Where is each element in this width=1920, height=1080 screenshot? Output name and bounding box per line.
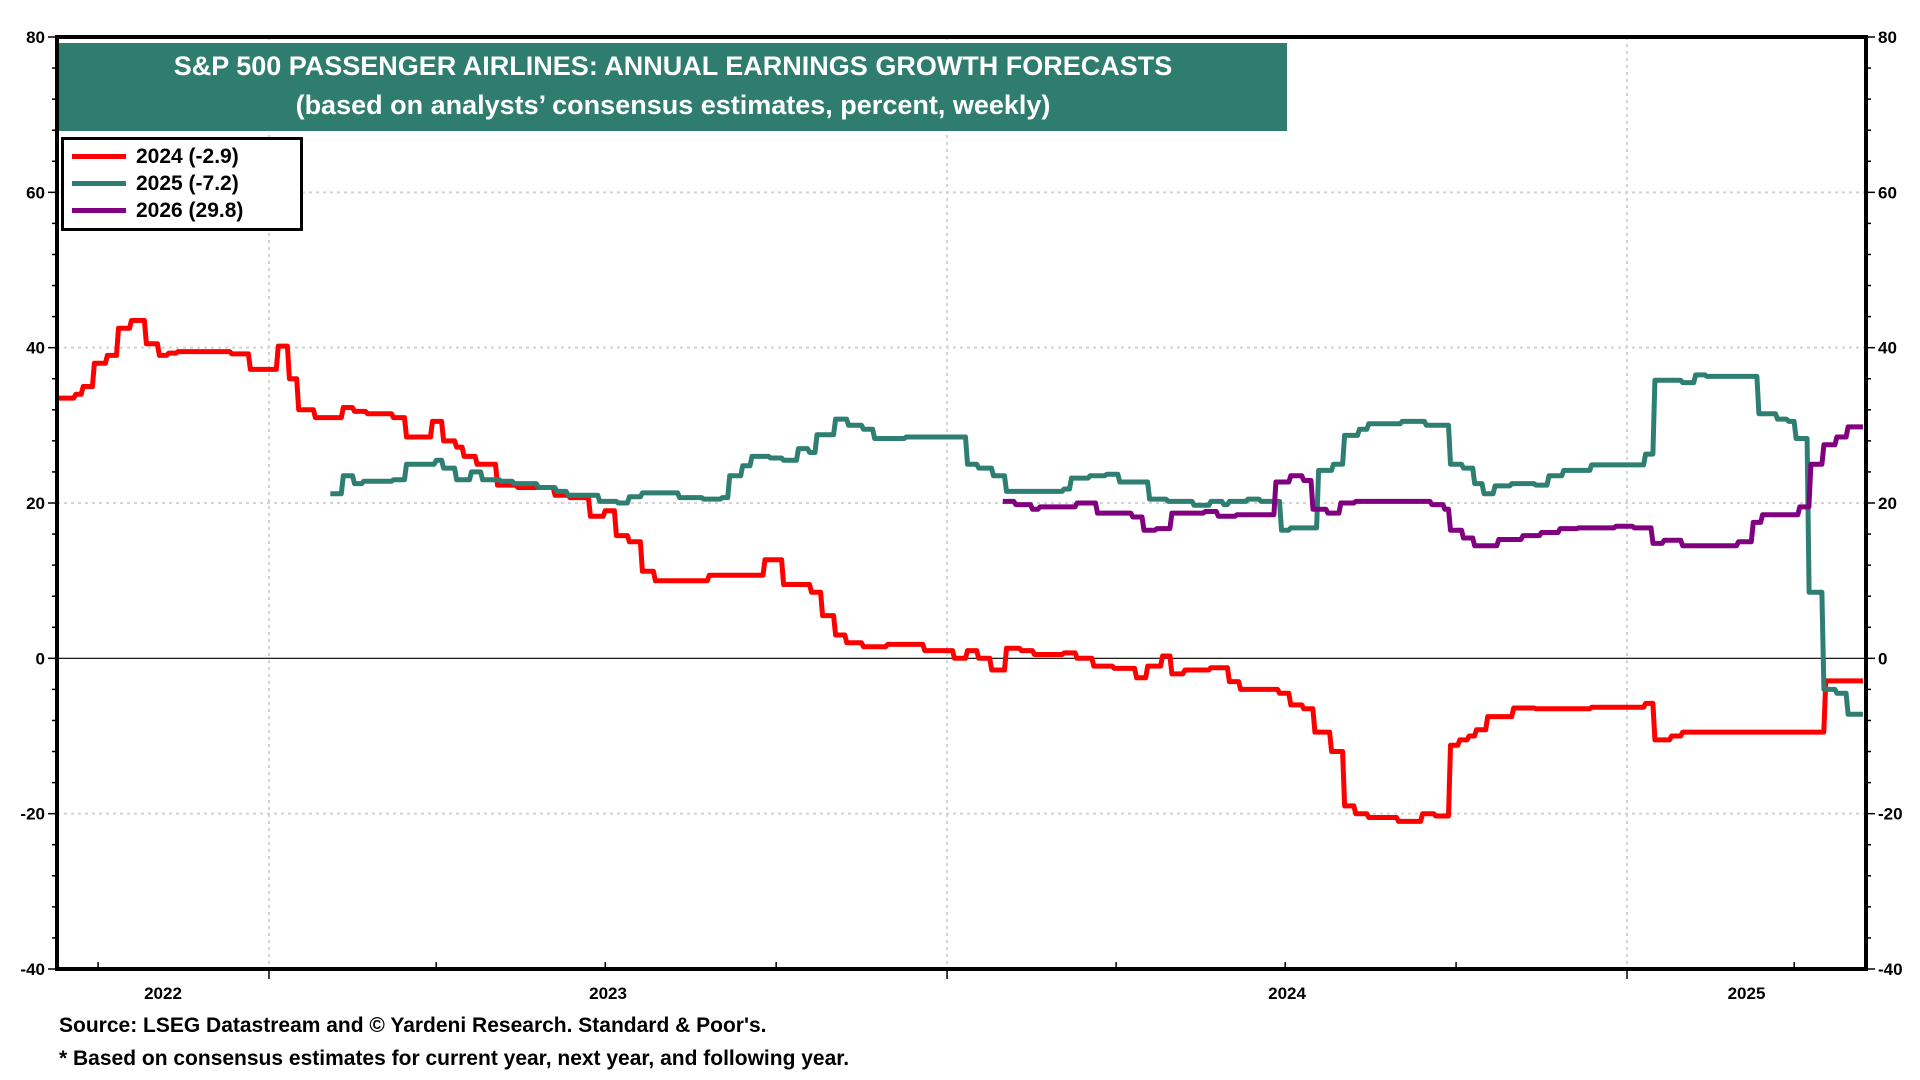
series-lines [55, 318, 1864, 824]
y-tick-label-left: 20 [26, 494, 45, 513]
y-tick-label-left: 80 [26, 28, 45, 47]
legend-swatch [72, 208, 126, 213]
y-tick-label-right: 80 [1878, 28, 1897, 47]
chart-subtitle: (based on analysts’ consensus estimates,… [295, 90, 1051, 120]
x-tick-label: 2025 [1728, 984, 1766, 1003]
legend-item-2024: 2024 (-2.9) [72, 143, 300, 170]
y-tick-label-right: 40 [1878, 339, 1897, 358]
gridlines [57, 37, 1866, 969]
y-tick-label-left: 40 [26, 339, 45, 358]
y-tick-label-right: -20 [1878, 805, 1903, 824]
y-tick-label-left: -40 [20, 960, 45, 979]
y-tick-label-right: -40 [1878, 960, 1903, 979]
legend-item-2025: 2025 (-7.2) [72, 170, 300, 197]
x-tick-label: 2023 [589, 984, 627, 1003]
legend-label: 2024 (-2.9) [136, 144, 239, 168]
x-tick-label: 2022 [144, 984, 182, 1003]
legend-item-2026: 2026 (29.8) [72, 197, 300, 224]
y-tick-label-right: 0 [1878, 649, 1887, 668]
series-line-1 [55, 318, 1864, 824]
y-tick-label-left: 0 [36, 649, 45, 668]
legend-label: 2026 (29.8) [136, 198, 244, 222]
chart-title-box: S&P 500 PASSENGER AIRLINES: ANNUAL EARNI… [59, 43, 1287, 131]
legend-swatch [72, 154, 126, 159]
y-tick-label-left: 60 [26, 183, 45, 202]
y-tick-label-right: 60 [1878, 183, 1897, 202]
y-tick-label-left: -20 [20, 805, 45, 824]
footnote: * Based on consensus estimates for curre… [59, 1047, 850, 1070]
series-line-3 [1002, 424, 1864, 549]
x-tick-label: 2024 [1268, 984, 1306, 1003]
chart-title: S&P 500 PASSENGER AIRLINES: ANNUAL EARNI… [173, 51, 1173, 81]
legend-label: 2025 (-7.2) [136, 171, 239, 195]
y-tick-label-right: 20 [1878, 494, 1897, 513]
legend: 2024 (-2.9) 2025 (-7.2) 2026 (29.8) [61, 137, 303, 231]
source-note: Source: LSEG Datastream and © Yardeni Re… [59, 1014, 767, 1037]
axes: -40 -40 -20 -20 0 0 20 20 40 40 60 60 80 80 2022 2023 20… [20, 28, 1902, 1003]
legend-swatch [72, 181, 126, 186]
series-line-2 [330, 372, 1864, 717]
